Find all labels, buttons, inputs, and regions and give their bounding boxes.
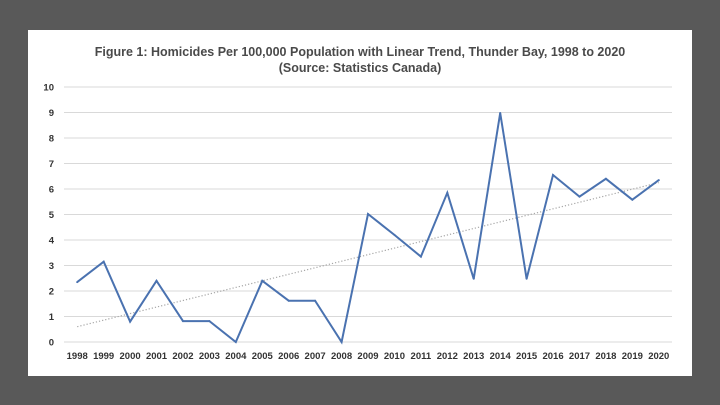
data-point-2002 (181, 320, 184, 323)
x-tick-label-2008: 2008 (331, 351, 352, 362)
data-point-2005 (261, 279, 264, 282)
y-tick-label-0: 0 (49, 338, 54, 349)
x-tick-label-2005: 2005 (252, 351, 274, 362)
x-tick-label-2003: 2003 (199, 351, 220, 362)
y-tick-label-1: 1 (49, 312, 55, 323)
x-tick-label-1998: 1998 (67, 351, 88, 362)
x-tick-label-2017: 2017 (569, 351, 590, 362)
y-tick-label-2: 2 (49, 287, 54, 298)
y-tick-label-5: 5 (49, 210, 55, 221)
data-point-2018 (604, 177, 607, 180)
trendline-group (77, 182, 659, 328)
x-tick-label-2019: 2019 (622, 351, 643, 362)
y-tick-label-4: 4 (49, 236, 55, 247)
x-tick-label-2001: 2001 (146, 351, 168, 362)
data-point-2016 (552, 173, 555, 176)
linear-trendline (77, 182, 659, 328)
x-tick-label-2015: 2015 (516, 351, 538, 362)
y-tick-label-9: 9 (49, 108, 54, 119)
x-tick-label-2010: 2010 (384, 351, 405, 362)
x-tick-label-2000: 2000 (120, 351, 141, 362)
x-tick-label-2012: 2012 (437, 351, 458, 362)
data-point-2004 (234, 341, 237, 343)
x-tick-label-2014: 2014 (490, 351, 512, 362)
line-chart: Figure 1: Homicides Per 100,000 Populati… (43, 45, 672, 362)
data-point-2014 (499, 112, 502, 115)
data-point-2006 (287, 299, 290, 302)
data-point-2015 (525, 277, 528, 280)
data-point-2013 (472, 277, 475, 280)
data-point-2007 (314, 299, 317, 302)
data-point-2010 (393, 233, 396, 236)
y-tick-label-3: 3 (49, 261, 54, 272)
data-point-2003 (208, 320, 211, 323)
data-point-2000 (129, 320, 132, 323)
y-axis-ticks: 0 1 2 3 4 5 6 7 8 9 10 (43, 83, 54, 349)
data-point-2019 (631, 198, 634, 201)
data-point-2012 (446, 191, 449, 194)
data-point-1998 (76, 281, 79, 284)
x-tick-label-2011: 2011 (411, 351, 432, 362)
data-point-2017 (578, 195, 581, 198)
data-point-1999 (102, 260, 105, 263)
y-tick-label-10: 10 (43, 83, 54, 94)
chart-title: Figure 1: Homicides Per 100,000 Populati… (95, 45, 626, 59)
x-axis-ticks: 1998 1999 2000 2001 2002 2003 2004 2005 2006 2007… (67, 351, 670, 362)
data-point-2011 (419, 255, 422, 258)
x-tick-label-2002: 2002 (172, 351, 193, 362)
data-point-2009 (367, 212, 369, 215)
data-point-2020 (657, 179, 660, 182)
data-point-2008 (340, 341, 343, 343)
x-tick-label-2016: 2016 (542, 351, 563, 362)
y-tick-label-6: 6 (49, 185, 54, 196)
x-tick-label-1999: 1999 (93, 351, 114, 362)
chart-subtitle: (Source: Statistics Canada) (279, 61, 442, 75)
chart-panel: Figure 1: Homicides Per 100,000 Populati… (28, 30, 692, 376)
x-tick-label-2006: 2006 (278, 351, 299, 362)
data-point-2001 (155, 279, 158, 282)
x-tick-label-2004: 2004 (225, 351, 247, 362)
x-tick-label-2020: 2020 (648, 351, 669, 362)
series-line-0 (76, 112, 660, 345)
y-tick-label-7: 7 (49, 159, 54, 170)
series-group (76, 112, 660, 345)
x-tick-label-2018: 2018 (595, 351, 616, 362)
x-tick-label-2007: 2007 (305, 351, 326, 362)
y-tick-label-8: 8 (49, 134, 54, 145)
x-tick-label-2009: 2009 (357, 351, 378, 362)
x-tick-label-2013: 2013 (463, 351, 484, 362)
